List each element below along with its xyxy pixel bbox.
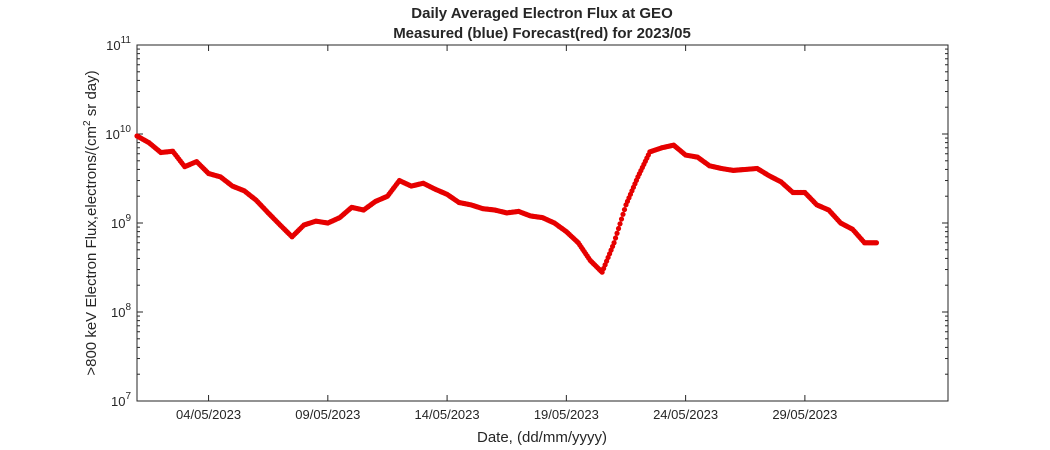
x-tick-label: 19/05/2023 <box>534 407 599 422</box>
y-tick-label: 107 <box>111 391 131 409</box>
chart-title: Daily Averaged Electron Flux at GEO <box>411 5 673 22</box>
x-tick-label: 29/05/2023 <box>772 407 837 422</box>
y-tick-label: 1011 <box>106 35 131 53</box>
y-tick-label: 1010 <box>105 124 131 142</box>
data-point-interp <box>620 211 626 217</box>
data-point-interp <box>618 216 625 222</box>
y-axis-label-end: sr day) <box>83 70 100 120</box>
y-axis-label-sup: 2 <box>82 120 93 126</box>
x-axis-ticks: 04/05/2023 09/05/2023 14/05/2023 19/05/2023… <box>176 45 837 422</box>
y-axis-label: >800 keV Electron Flux,electrons/(cm2 sr… <box>82 70 100 375</box>
flux-series <box>134 133 880 275</box>
x-axis-label: Date, (dd/mm/yyyy) <box>477 429 607 446</box>
y-axis-label-base: >800 keV Electron Flux,electrons/(cm <box>83 126 100 376</box>
data-point-interp <box>621 206 628 213</box>
chart-subtitle: Measured (blue) Forecast(red) for 2023/0… <box>393 25 691 42</box>
y-axis-ticks: 107 108 109 1010 1011 <box>105 35 948 409</box>
data-point-interp <box>615 225 622 232</box>
x-tick-label: 04/05/2023 <box>176 407 241 422</box>
data-point-interp <box>614 230 620 236</box>
data-point <box>611 240 617 246</box>
y-tick-label: 109 <box>111 213 131 231</box>
x-tick-label: 24/05/2023 <box>653 407 718 422</box>
data-point-interp <box>617 221 623 227</box>
data-point-interp <box>612 235 619 241</box>
plot-area <box>136 44 949 402</box>
y-tick-label: 108 <box>111 302 131 320</box>
x-tick-label: 14/05/2023 <box>415 407 480 422</box>
x-tick-label: 09/05/2023 <box>295 407 360 422</box>
data-point <box>873 240 880 246</box>
